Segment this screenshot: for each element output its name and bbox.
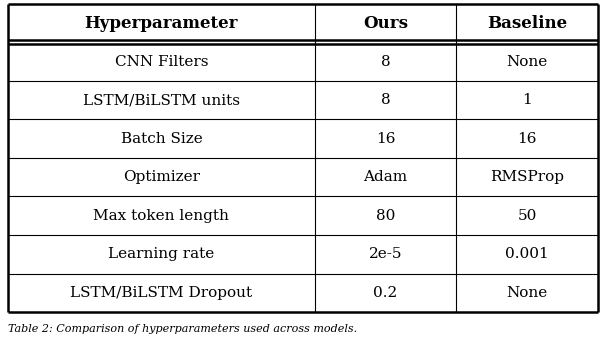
Text: Max token length: Max token length: [93, 209, 229, 223]
Text: 0.2: 0.2: [373, 286, 398, 300]
Text: 16: 16: [376, 132, 395, 146]
Text: 1: 1: [522, 93, 532, 107]
Text: LSTM/BiLSTM units: LSTM/BiLSTM units: [83, 93, 240, 107]
Text: RMSProp: RMSProp: [490, 170, 564, 184]
Text: None: None: [507, 55, 548, 69]
Text: 16: 16: [518, 132, 537, 146]
Text: Table 2: Comparison of hyperparameters used across models.: Table 2: Comparison of hyperparameters u…: [8, 324, 357, 334]
Text: None: None: [507, 286, 548, 300]
Text: CNN Filters: CNN Filters: [115, 55, 208, 69]
Text: Adam: Adam: [364, 170, 408, 184]
Text: 2e-5: 2e-5: [369, 247, 402, 261]
Text: LSTM/BiLSTM Dropout: LSTM/BiLSTM Dropout: [70, 286, 253, 300]
Text: 80: 80: [376, 209, 395, 223]
Text: Ours: Ours: [363, 15, 408, 32]
Text: Batch Size: Batch Size: [121, 132, 202, 146]
Text: Hyperparameter: Hyperparameter: [85, 15, 238, 32]
Text: 50: 50: [518, 209, 537, 223]
Text: Optimizer: Optimizer: [123, 170, 200, 184]
Text: 8: 8: [381, 93, 390, 107]
Text: Baseline: Baseline: [487, 15, 567, 32]
Text: 0.001: 0.001: [505, 247, 549, 261]
Text: 8: 8: [381, 55, 390, 69]
Text: Learning rate: Learning rate: [108, 247, 215, 261]
